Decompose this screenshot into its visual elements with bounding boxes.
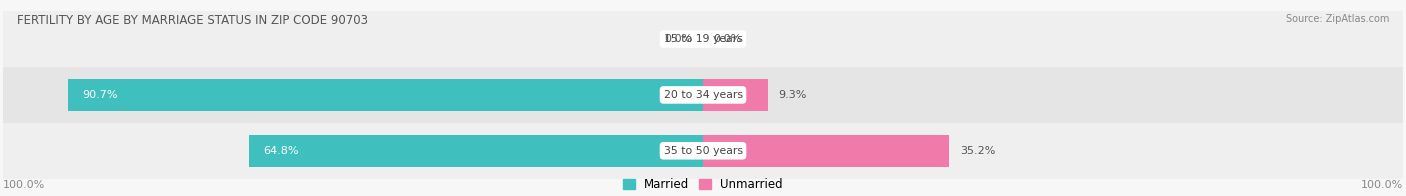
Bar bbox=[67, 79, 703, 111]
Text: 100.0%: 100.0% bbox=[1361, 180, 1403, 190]
Bar bbox=[3, 123, 1403, 179]
Text: 64.8%: 64.8% bbox=[263, 146, 298, 156]
Legend: Married, Unmarried: Married, Unmarried bbox=[619, 173, 787, 196]
Bar bbox=[703, 135, 949, 167]
Text: 100.0%: 100.0% bbox=[3, 180, 45, 190]
Text: 20 to 34 years: 20 to 34 years bbox=[664, 90, 742, 100]
Bar bbox=[703, 79, 768, 111]
Text: FERTILITY BY AGE BY MARRIAGE STATUS IN ZIP CODE 90703: FERTILITY BY AGE BY MARRIAGE STATUS IN Z… bbox=[17, 14, 368, 27]
Text: 0.0%: 0.0% bbox=[664, 34, 693, 44]
Text: 90.7%: 90.7% bbox=[82, 90, 118, 100]
Text: 0.0%: 0.0% bbox=[713, 34, 742, 44]
Text: Source: ZipAtlas.com: Source: ZipAtlas.com bbox=[1285, 14, 1389, 24]
Bar bbox=[249, 135, 703, 167]
Text: 35 to 50 years: 35 to 50 years bbox=[664, 146, 742, 156]
Text: 35.2%: 35.2% bbox=[960, 146, 995, 156]
Bar bbox=[3, 67, 1403, 123]
Bar bbox=[3, 11, 1403, 67]
Text: 15 to 19 years: 15 to 19 years bbox=[664, 34, 742, 44]
Text: 9.3%: 9.3% bbox=[779, 90, 807, 100]
